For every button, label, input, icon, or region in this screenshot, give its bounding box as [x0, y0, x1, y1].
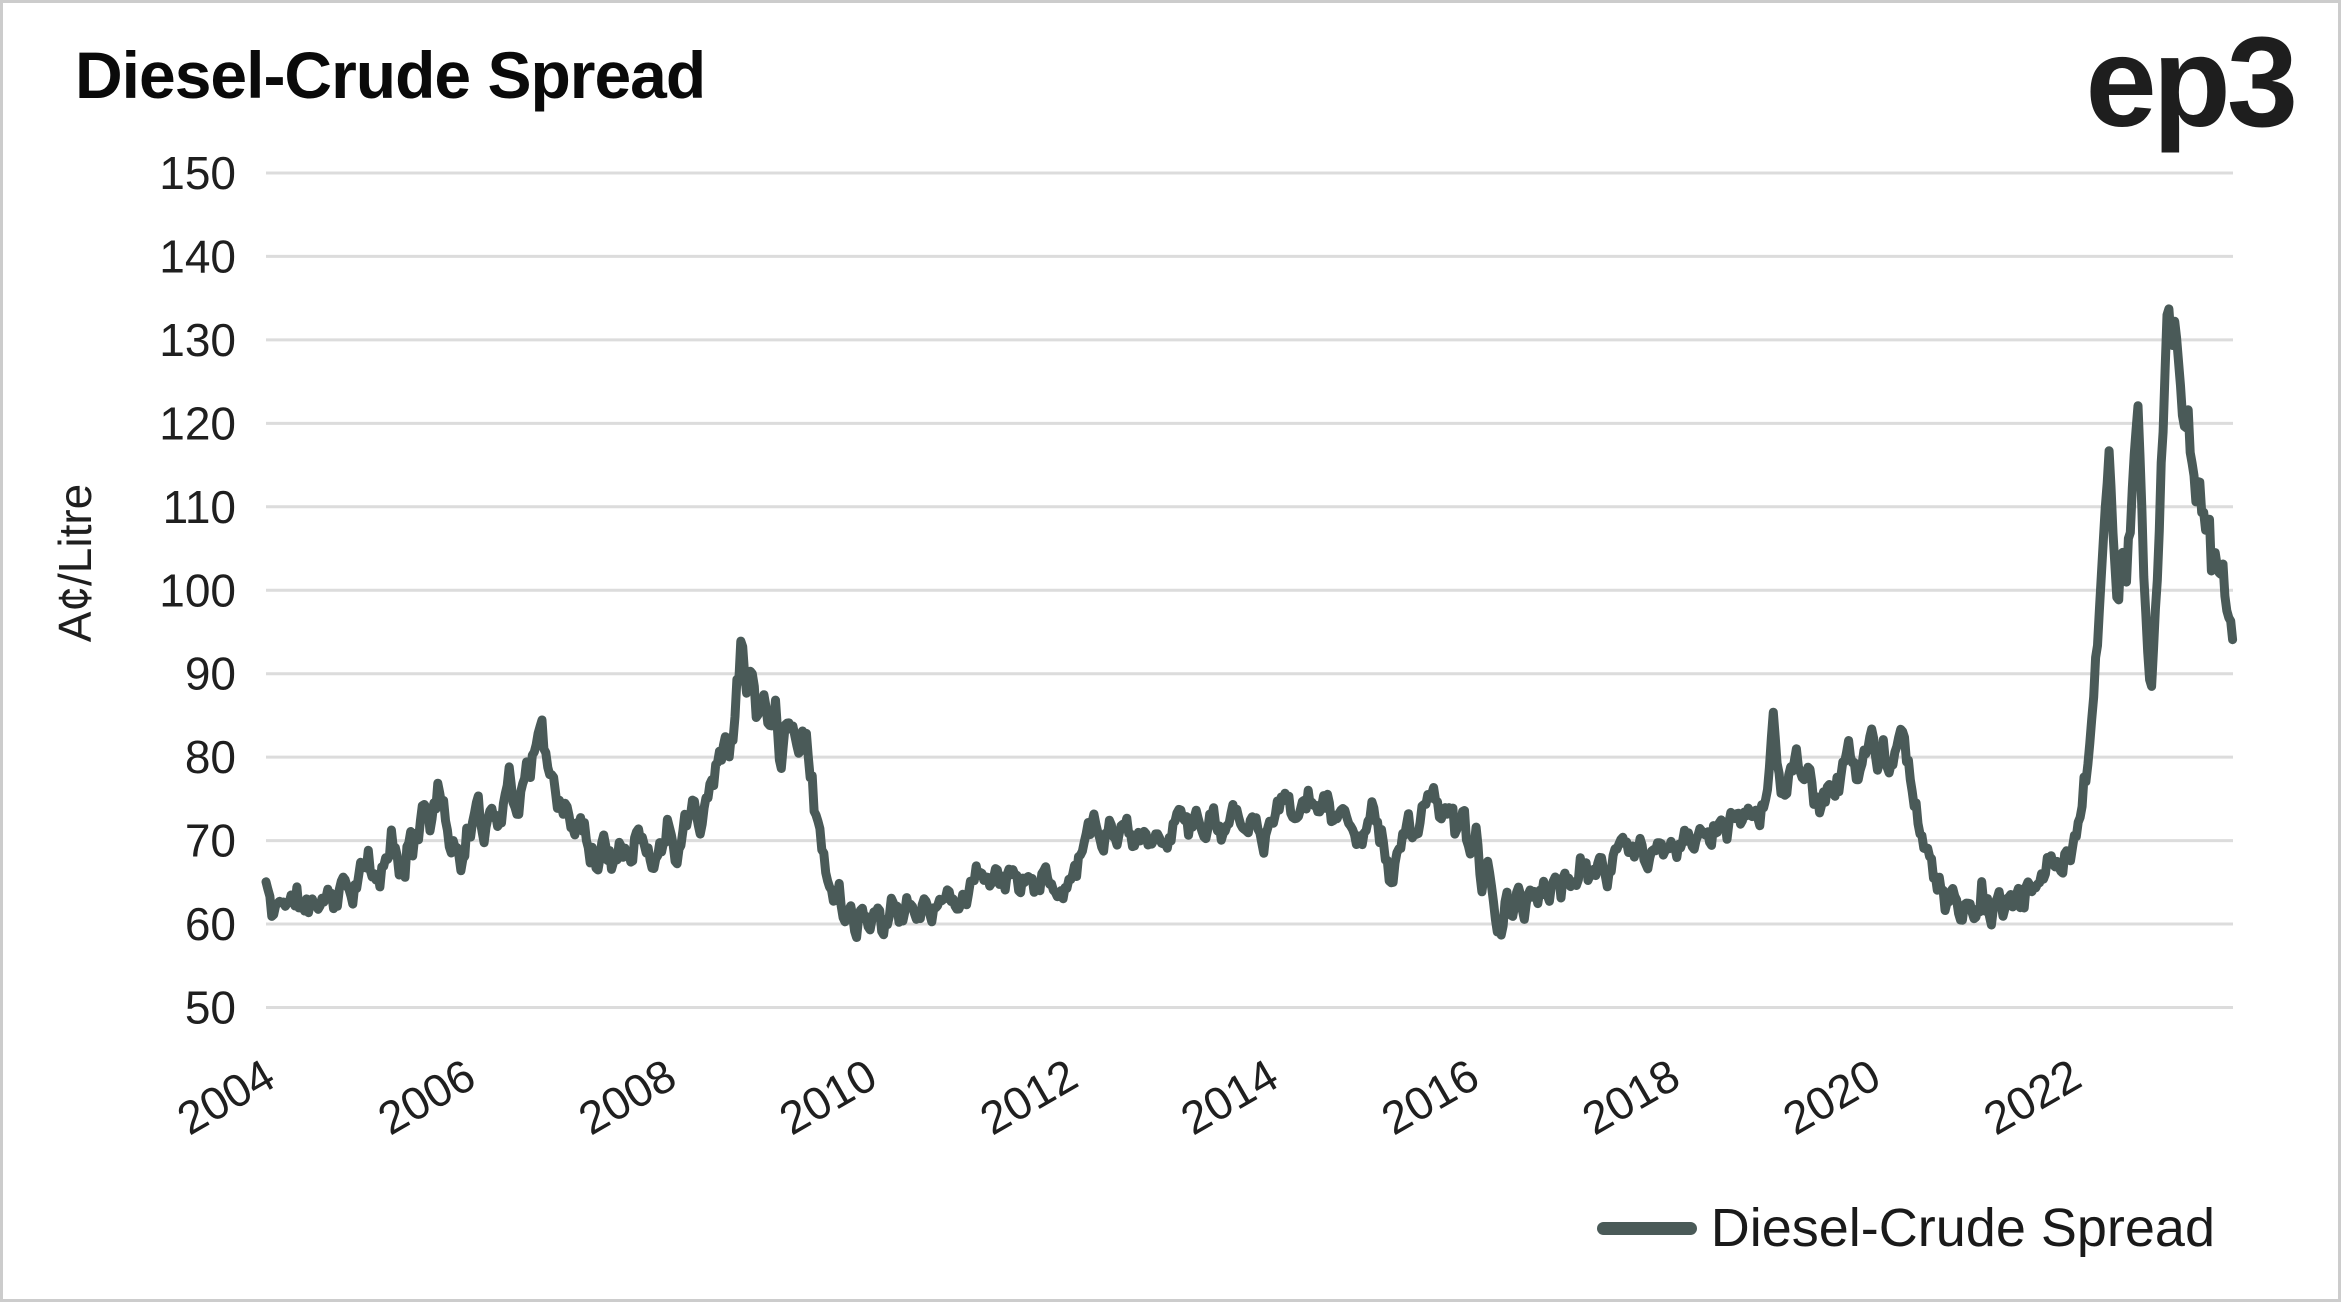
x-tick-label: 2012 [971, 1049, 1086, 1145]
spread-line [261, 304, 2238, 942]
legend-label: Diesel-Crude Spread [1710, 1198, 2215, 1258]
ep3-logo: ep3 [2085, 11, 2298, 154]
legend-line-swatch [1596, 1221, 1697, 1235]
y-tick-label: 140 [159, 230, 236, 282]
x-tick-label: 2014 [1172, 1049, 1287, 1145]
y-tick-label: 90 [185, 648, 236, 700]
x-tick-label: 2018 [1573, 1049, 1688, 1145]
y-tick-label: 60 [185, 898, 236, 950]
y-tick-label: 130 [159, 314, 236, 366]
y-tick-label: 100 [159, 564, 236, 616]
y-tick-label: 110 [163, 481, 236, 533]
y-tick-label: 120 [159, 397, 236, 449]
x-tick-label: 2010 [770, 1049, 885, 1145]
y-tick-label: 70 [185, 815, 236, 867]
y-axis-title: A¢/Litre [49, 484, 101, 643]
x-tick-label: 2020 [1774, 1049, 1889, 1145]
x-tick-label: 2004 [168, 1049, 283, 1145]
chart-title: Diesel-Crude Spread [75, 38, 706, 112]
y-tick-label: 50 [185, 982, 236, 1034]
legend: Diesel-Crude Spread [3, 1197, 2215, 1259]
x-tick-label: 2016 [1373, 1049, 1488, 1145]
x-tick-label: 2008 [570, 1049, 685, 1145]
x-tick-label: 2022 [1975, 1049, 2090, 1145]
x-tick-label: 2006 [369, 1049, 484, 1145]
diesel-crude-spread-chart: 150 140 130 120 110 100 90 80 70 60 50 2004 2006 2008… [49, 147, 2238, 1145]
y-tick-label: 150 [159, 147, 236, 199]
y-tick-label: 80 [185, 731, 236, 783]
